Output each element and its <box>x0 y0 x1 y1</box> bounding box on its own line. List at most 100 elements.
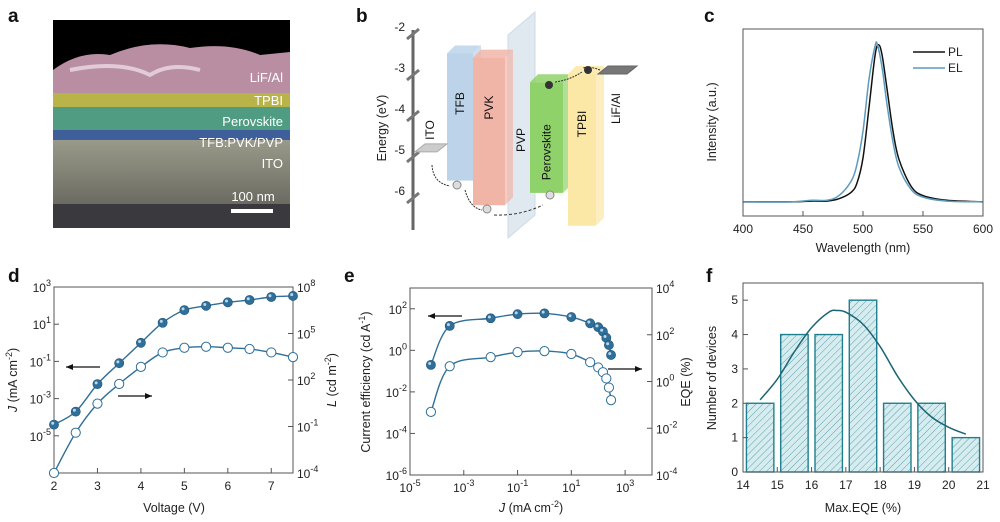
data-point-filled <box>179 305 190 316</box>
axis-break-tick <box>406 191 420 205</box>
plot-frame <box>742 282 984 473</box>
y-left-tick-label: 10-3 <box>30 390 51 407</box>
y-tick-label: 0 <box>731 465 738 479</box>
data-point-highlight <box>159 319 163 323</box>
y-left-tick-label: 10-2 <box>386 383 407 400</box>
x-axis-title: Max.EQE (%) <box>825 501 901 515</box>
spectrum-chart: Wavelength (nm) Intensity (a.u.) 400 450 5… <box>705 28 993 255</box>
x-tick-label: 20 <box>942 478 956 492</box>
histogram-bar <box>745 402 775 473</box>
layer-pvk <box>473 57 505 206</box>
data-point-highlight <box>514 311 518 315</box>
y-right-tick-label: 10-1 <box>297 418 318 435</box>
arrow-left-axis-head <box>428 313 435 319</box>
electrode-lif-al <box>596 65 639 75</box>
data-point-open <box>287 352 299 363</box>
layer-side-tpbi <box>596 66 604 226</box>
x-tick-label: 3 <box>94 479 101 493</box>
x-tick-label: 450 <box>793 222 813 236</box>
layer-perovskite <box>530 82 563 193</box>
data-point-highlight <box>246 297 250 301</box>
data-point-highlight <box>446 323 450 327</box>
data-point-highlight <box>138 340 142 343</box>
y-tick-label: 4 <box>731 328 738 342</box>
x-tick-label: 14 <box>736 478 750 492</box>
x-tick-label: 10-5 <box>399 478 420 495</box>
data-point-filled <box>539 308 550 319</box>
data-point-filled <box>244 295 255 305</box>
x-axis-title: Voltage (V) <box>143 501 205 515</box>
layer-label: PVP <box>514 128 528 152</box>
energy-axis-title: Energy (eV) <box>375 95 389 162</box>
axis-break-tick <box>406 27 420 41</box>
y-tick-label: 3 <box>731 362 738 376</box>
x-tick-label: 4 <box>138 479 145 493</box>
data-point-filled <box>114 358 125 369</box>
data-point-open <box>244 343 255 355</box>
electron-icon <box>545 81 553 89</box>
data-point-open <box>222 342 233 353</box>
hole-icon <box>545 190 555 200</box>
data-point-highlight <box>568 314 572 318</box>
data-point-filled <box>201 300 211 311</box>
data-point-open <box>157 347 168 358</box>
y-tick-label: 1 <box>731 431 738 445</box>
energy-tick-label: -5 <box>394 143 405 157</box>
panel-label-e: e <box>344 266 355 287</box>
data-point-open <box>605 395 617 406</box>
data-point-highlight <box>290 293 294 297</box>
data-point-filled <box>604 340 614 350</box>
energy-tick-label: -6 <box>394 184 405 198</box>
layer-side-pvk <box>505 49 513 206</box>
y-left-axis-title: J (mA cm-2) <box>4 348 20 413</box>
data-point-filled <box>288 291 298 301</box>
y-left-tick-label: 10-4 <box>386 424 407 441</box>
series-curve <box>430 350 612 413</box>
axis-break-tick <box>406 150 420 164</box>
data-point-filled <box>566 312 577 322</box>
layer-top-perovskite <box>530 74 571 83</box>
layer-tpbi <box>568 74 596 226</box>
data-point-open <box>603 382 615 393</box>
jvl-chart: Voltage (V) J (mA cm-2) L (cd m-2) 2 3 4 5 6… <box>4 278 339 515</box>
legend-label: EL <box>948 61 963 75</box>
data-point-open <box>566 348 577 360</box>
data-point-filled <box>512 309 523 320</box>
histogram-bar <box>848 299 878 473</box>
histogram-bar <box>951 436 981 473</box>
layer-tfb-pvk-pvp <box>53 130 290 140</box>
x-tick-label: 18 <box>873 478 887 492</box>
data-point-open <box>539 345 550 357</box>
data-point-highlight <box>116 360 120 364</box>
x-tick-label: 19 <box>908 478 922 492</box>
data-point-filled <box>70 406 81 417</box>
layer-label: Perovskite <box>540 124 554 180</box>
data-point-highlight <box>600 328 604 332</box>
y-right-tick-label: 105 <box>297 325 315 342</box>
data-point-highlight <box>72 408 76 412</box>
layer-top-pvk <box>473 49 513 58</box>
y-left-tick-label: 100 <box>389 341 407 358</box>
data-point-highlight <box>606 342 610 346</box>
x-tick-label: 16 <box>805 478 819 492</box>
histogram-bar <box>882 402 912 473</box>
layer-label: LiF/Al <box>250 70 283 85</box>
x-axis-title: J (mA cm-2) <box>498 499 563 515</box>
data-point-highlight <box>603 335 607 339</box>
y-axis-title: Intensity (a.u.) <box>705 82 719 161</box>
x-tick-label: 400 <box>733 222 753 236</box>
data-point-open <box>179 342 190 353</box>
data-point-highlight <box>203 303 207 307</box>
data-point-open <box>512 347 523 358</box>
histogram-bar <box>814 333 844 473</box>
arrow-left-axis-head <box>66 364 73 370</box>
layer-label: TPBI <box>575 111 589 138</box>
data-point-filled <box>444 320 455 331</box>
y-left-tick-label: 10-1 <box>30 352 51 369</box>
panel-label-c: c <box>704 6 715 27</box>
panel-label-f: f <box>706 266 713 287</box>
electrode-label: LiF/Al <box>609 93 623 124</box>
data-point-highlight <box>225 299 229 303</box>
energy-tick-label: -3 <box>394 61 405 75</box>
data-point-open <box>444 361 455 372</box>
